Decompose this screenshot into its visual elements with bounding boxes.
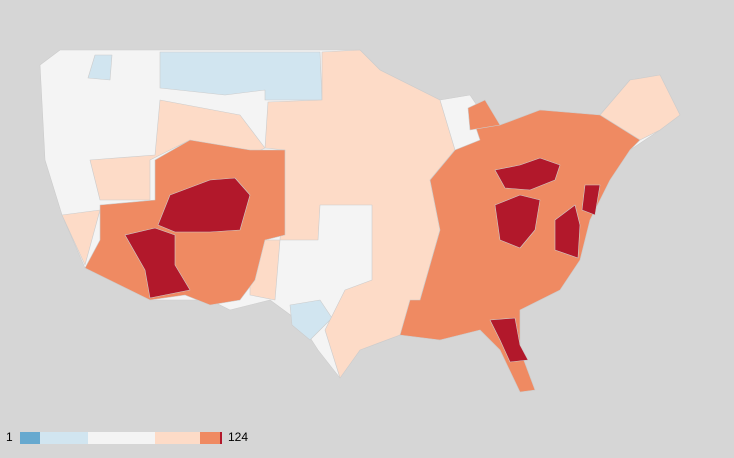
legend: 1 124 [6, 430, 248, 444]
legend-max: 124 [228, 430, 248, 444]
region [124, 227, 191, 299]
region [87, 54, 113, 81]
legend-swatch [88, 432, 155, 444]
region [489, 317, 529, 363]
map [39, 49, 681, 393]
region [264, 49, 456, 379]
region [61, 209, 101, 266]
region [494, 157, 561, 191]
region [157, 177, 251, 233]
region [554, 204, 581, 259]
legend-swatch [40, 432, 88, 444]
region [289, 299, 333, 341]
region [581, 184, 601, 216]
region [494, 194, 541, 249]
region [467, 99, 501, 131]
legend-min: 1 [6, 430, 13, 444]
region [159, 51, 323, 101]
legend-swatch [220, 432, 222, 444]
region [399, 109, 641, 393]
legend-swatch [200, 432, 220, 444]
legend-swatch [20, 432, 40, 444]
legend-swatch [155, 432, 200, 444]
